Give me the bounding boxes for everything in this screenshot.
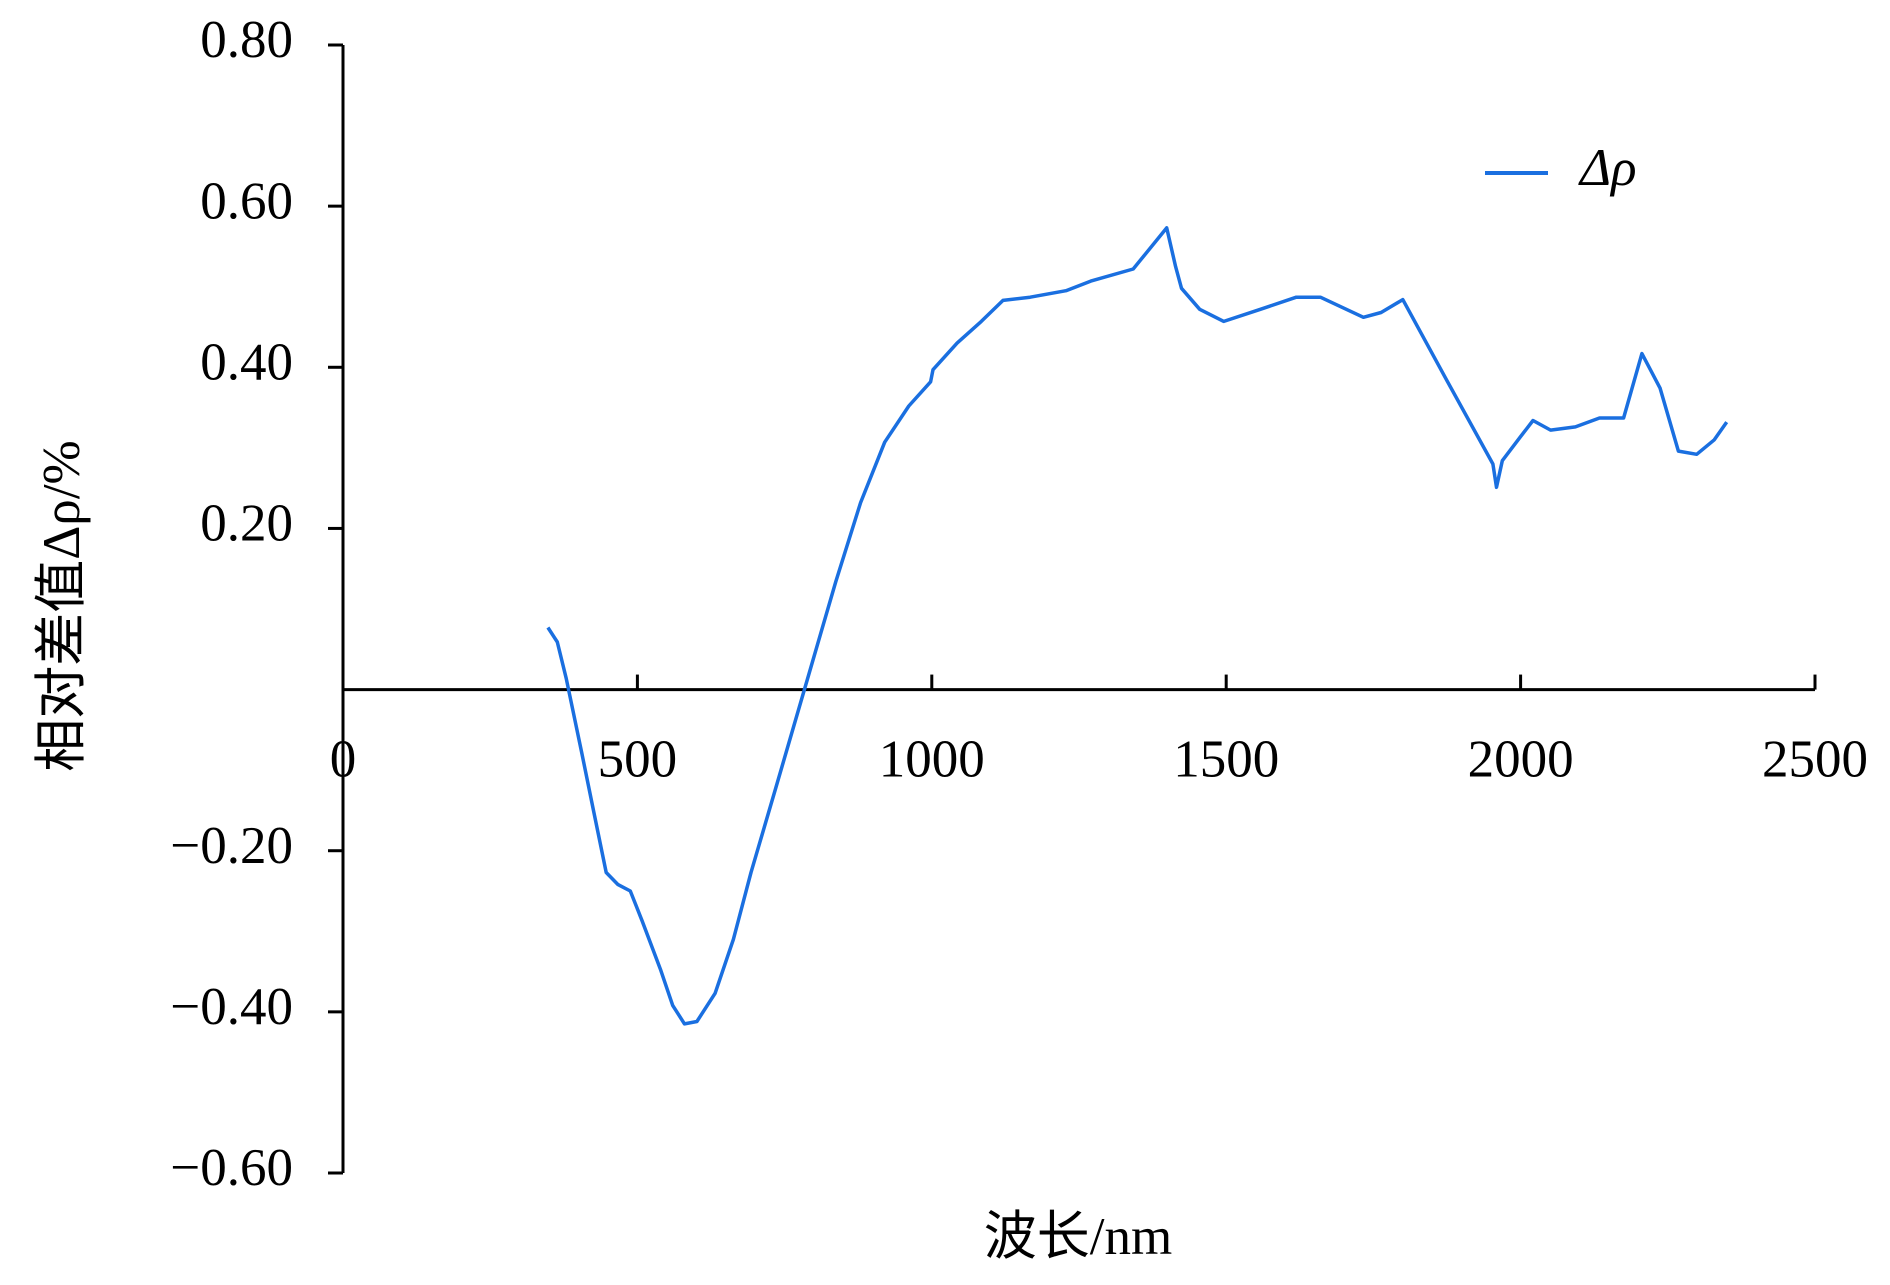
x-tick-label: 2000 xyxy=(1468,731,1574,789)
x-tick-label: 2500 xyxy=(1762,731,1868,789)
y-tick-label: 0.80 xyxy=(200,11,293,69)
y-tick-label: −0.60 xyxy=(170,1139,293,1197)
x-tick-label: 1000 xyxy=(879,731,985,789)
y-axis-label: 相对差值Δρ/% xyxy=(33,440,91,771)
x-tick-label: 1500 xyxy=(1173,731,1279,789)
x-axis-label: 波长/nm xyxy=(984,1208,1172,1266)
y-tick-label: 0.60 xyxy=(200,172,293,230)
y-tick-label: 0.40 xyxy=(200,333,293,391)
y-tick-label: −0.20 xyxy=(170,817,293,875)
y-tick-label: 0.20 xyxy=(200,495,293,553)
x-tick-label: 500 xyxy=(598,731,678,789)
data-line xyxy=(546,226,1729,1026)
y-tick-label: −0.40 xyxy=(170,978,293,1036)
x-tick-label: 0 xyxy=(330,731,357,789)
legend-label: Δρ xyxy=(1578,139,1637,197)
